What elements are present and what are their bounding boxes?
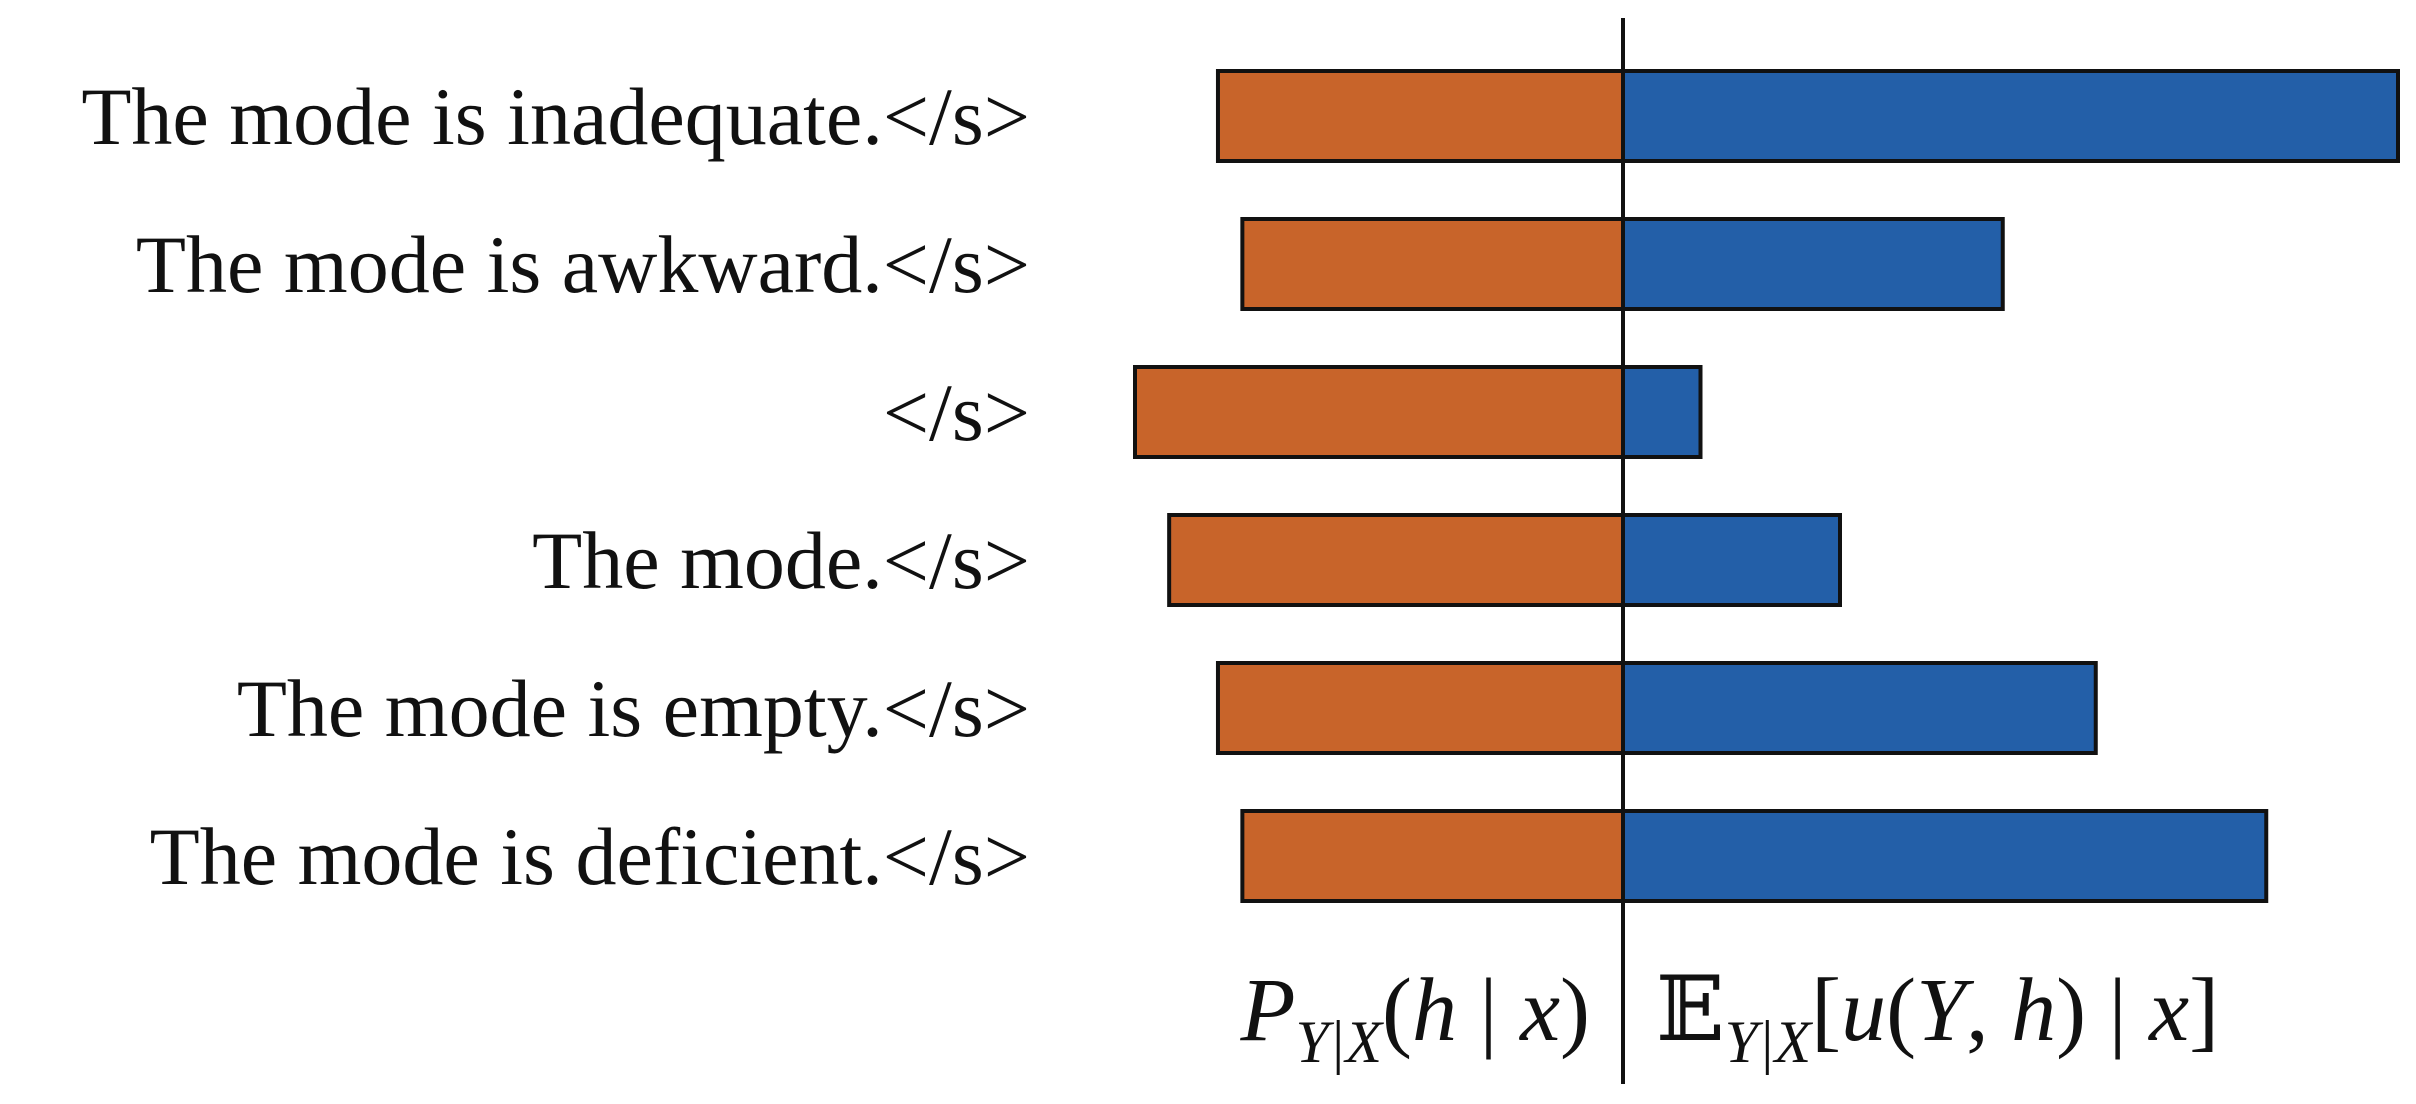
category-label: The mode is inadequate.</s> bbox=[81, 71, 1030, 162]
category-label: The mode is deficient.</s> bbox=[150, 811, 1030, 902]
probability-bar bbox=[1215, 69, 1625, 163]
probability-bar bbox=[1133, 365, 1625, 459]
expected-utility-bar bbox=[1621, 661, 2098, 755]
probability-bar bbox=[1215, 661, 1625, 755]
category-label: </s> bbox=[883, 367, 1030, 458]
probability-bar bbox=[1240, 809, 1625, 903]
expected-utility-bar bbox=[1621, 217, 2005, 311]
left-axis-label: PY|X(h | x) bbox=[1240, 961, 1590, 1075]
category-label: The mode.</s> bbox=[532, 515, 1030, 606]
right-axis-label: 𝔼Y|X[u(Y, h) | x] bbox=[1656, 961, 2219, 1075]
category-labels: The mode is inadequate.</s> The mode is a… bbox=[81, 71, 1030, 902]
probability-bar bbox=[1167, 513, 1626, 607]
category-label: The mode is awkward.</s> bbox=[136, 219, 1030, 310]
expected-utility-bar bbox=[1621, 69, 2400, 163]
bars bbox=[1133, 69, 2400, 903]
probability-bar bbox=[1240, 217, 1625, 311]
expected-utility-bar bbox=[1621, 513, 1842, 607]
category-label: The mode is empty.</s> bbox=[237, 663, 1030, 754]
expected-utility-bar bbox=[1621, 365, 1703, 459]
expected-utility-bar bbox=[1621, 809, 2269, 903]
